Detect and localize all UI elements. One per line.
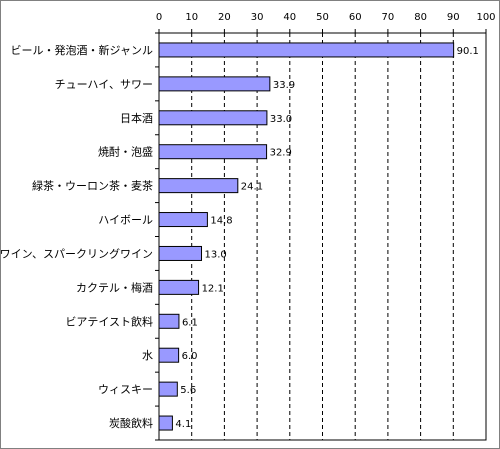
bar	[158, 110, 268, 126]
bar	[158, 245, 203, 261]
x-tick-label: 0	[156, 12, 162, 23]
bar	[158, 144, 268, 160]
value-labels: 90.1 33.9 33.0 32.9 24.1 14.8 13.0 12.1 6.1 6.0 5.…	[175, 46, 478, 430]
bar	[158, 42, 455, 58]
value-label: 4.1	[175, 419, 191, 430]
value-label: 90.1	[457, 46, 479, 57]
bar	[158, 76, 271, 92]
bars	[158, 42, 455, 431]
bar	[158, 212, 208, 228]
value-label: 6.1	[182, 317, 198, 328]
x-tick-label: 20	[218, 12, 231, 23]
category-label: ワイン、スパークリングワイン	[0, 246, 153, 260]
x-tick-label: 60	[349, 12, 362, 23]
x-tick-label: 10	[185, 12, 198, 23]
x-tick-label: 70	[382, 12, 395, 23]
x-tick-label: 80	[414, 12, 427, 23]
category-label: 日本酒	[120, 111, 153, 125]
category-label: ウィスキー	[98, 383, 153, 396]
bar	[158, 381, 178, 397]
x-tick-label: 100	[476, 12, 495, 23]
category-label: カクテル・梅酒	[76, 280, 153, 294]
x-axis-ticks: 0 10 20 30 40 50 60 70 80 90 100	[155, 12, 496, 441]
value-label: 24.1	[241, 182, 263, 193]
x-tick-label: 50	[316, 12, 329, 23]
grid-lines	[191, 33, 454, 440]
category-label: 緑茶・ウーロン茶・麦茶	[32, 179, 153, 193]
value-label: 13.0	[205, 249, 227, 260]
bar	[158, 415, 173, 431]
category-label: 炭酸飲料	[109, 416, 153, 430]
category-label: ビアテイスト飲料	[65, 314, 153, 328]
bar	[158, 279, 200, 295]
category-label: チューハイ、サワー	[55, 78, 153, 91]
category-labels: ビール・発泡酒・新ジャンルチューハイ、サワー日本酒焼酎・泡盛緑茶・ウーロン茶・麦…	[0, 43, 153, 430]
value-label: 12.1	[202, 283, 224, 294]
category-label: ビール・発泡酒・新ジャンル	[11, 43, 153, 57]
category-label: 焼酎・泡盛	[98, 145, 153, 159]
value-label: 32.9	[270, 148, 292, 159]
x-tick-label: 40	[283, 12, 296, 23]
bar	[158, 178, 239, 194]
value-label: 5.6	[180, 385, 196, 396]
value-label: 6.0	[182, 351, 198, 362]
category-label: ハイボール	[98, 214, 153, 227]
category-label: 水	[142, 349, 153, 362]
value-label: 33.0	[270, 114, 292, 125]
x-tick-label: 30	[251, 12, 264, 23]
value-label: 33.9	[273, 80, 295, 91]
x-tick-label: 90	[447, 12, 460, 23]
value-label: 14.8	[210, 216, 232, 227]
bar	[158, 347, 180, 363]
bar	[158, 313, 180, 329]
plot-area	[158, 32, 487, 441]
